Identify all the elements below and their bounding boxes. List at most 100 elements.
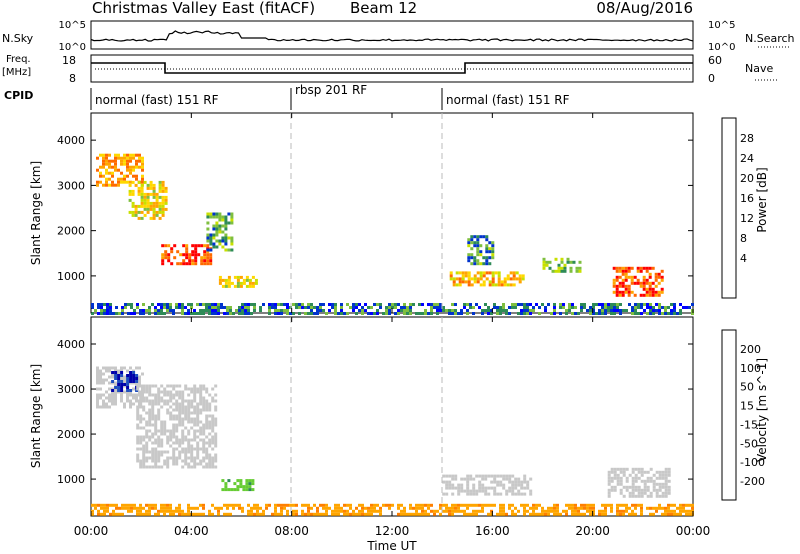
power-cell	[140, 183, 144, 187]
velocity-cell	[349, 506, 352, 510]
power-cell	[651, 287, 655, 291]
velocity-cell	[550, 506, 553, 510]
power-cell	[385, 306, 388, 309]
velocity-cell	[478, 503, 481, 507]
velocity-cell	[517, 483, 521, 487]
velocity-cell	[610, 503, 613, 507]
power-cell	[615, 287, 619, 291]
power-ylabel: Slant Range [km]	[29, 161, 43, 265]
power-cell	[568, 306, 571, 309]
velocity-cell	[148, 509, 151, 513]
power-cell	[212, 245, 216, 249]
power-cell	[491, 283, 495, 287]
power-cell	[247, 312, 250, 315]
velocity-cell	[496, 483, 500, 487]
velocity-cell	[565, 509, 568, 513]
velocity-cell	[157, 396, 161, 400]
velocity-cell	[157, 393, 161, 397]
power-cell	[175, 306, 178, 309]
velocity-cell	[670, 512, 673, 516]
power-cell	[403, 309, 406, 312]
power-cell	[619, 303, 622, 306]
velocity-cell	[631, 482, 635, 486]
power-cell	[542, 257, 546, 261]
power-cell	[679, 309, 682, 312]
velocity-cell	[529, 492, 533, 496]
velocity-cell	[250, 512, 253, 516]
velocity-cell	[160, 405, 164, 409]
velocity-cell	[241, 506, 244, 510]
power-cell	[114, 165, 117, 169]
velocity-cell	[616, 473, 620, 477]
velocity-cell	[214, 417, 218, 421]
power-cell	[218, 224, 222, 228]
power-echo-region-1	[128, 180, 168, 220]
power-cell	[140, 216, 144, 220]
velocity-cell	[157, 402, 161, 406]
power-cell	[167, 244, 171, 248]
velocity-cell	[108, 387, 111, 391]
power-cell	[577, 312, 580, 315]
velocity-cell	[607, 479, 611, 483]
velocity-cell	[196, 453, 200, 457]
power-cell	[108, 177, 111, 181]
velocity-cell	[100, 503, 103, 507]
velocity-cell	[469, 489, 473, 493]
velocity-cell	[502, 483, 506, 487]
power-cell	[657, 272, 661, 276]
velocity-cell	[96, 366, 99, 370]
x-axis-label: Time UT	[366, 539, 417, 553]
power-cell	[563, 269, 567, 273]
velocity-cell	[193, 384, 197, 388]
power-cell	[137, 186, 141, 190]
power-cell	[553, 312, 556, 315]
power-cell	[610, 303, 613, 306]
power-cell	[163, 306, 166, 309]
velocity-cell	[622, 512, 625, 516]
velocity-cell	[178, 438, 182, 442]
velocity-cell	[175, 435, 179, 439]
velocity-cell	[178, 509, 181, 513]
velocity-colorbar-tick-6: -100	[740, 456, 765, 469]
xtick-label-3: 12:00	[375, 524, 410, 538]
power-cell	[616, 303, 619, 306]
velocity-cell	[135, 377, 139, 380]
power-cell	[538, 306, 541, 309]
velocity-cell	[304, 503, 307, 507]
velocity-cell	[129, 402, 132, 406]
velocity-cell	[667, 506, 670, 510]
velocity-cell	[496, 492, 500, 496]
velocity-cell	[115, 512, 118, 516]
power-cell	[105, 168, 108, 172]
velocity-cell	[358, 503, 361, 507]
velocity-cell	[403, 506, 406, 510]
velocity-cell	[196, 420, 200, 424]
velocity-cell	[382, 503, 385, 507]
power-cell	[224, 218, 228, 222]
velocity-cell	[541, 512, 544, 516]
velocity-cell	[664, 482, 668, 486]
velocity-cell	[493, 477, 497, 481]
cpid-segment-2: rbsp 201 RF	[295, 83, 367, 97]
power-cell	[248, 284, 252, 288]
velocity-cell	[175, 459, 179, 463]
velocity-cell	[448, 512, 451, 516]
velocity-cell	[490, 509, 493, 513]
velocity-cell	[111, 375, 114, 379]
velocity-colorbar-tick-3: 15	[740, 400, 754, 413]
power-cell	[454, 303, 457, 306]
velocity-cell	[157, 408, 161, 412]
power-cell	[185, 244, 189, 248]
velocity-cell	[466, 492, 470, 496]
power-cell	[487, 312, 490, 315]
power-cell	[96, 156, 99, 160]
velocity-cell	[616, 482, 620, 486]
velocity-cell	[202, 450, 206, 454]
power-cell	[241, 309, 244, 312]
velocity-cell	[145, 387, 149, 391]
power-cell	[152, 189, 156, 193]
velocity-cell	[111, 389, 115, 392]
power-cell	[506, 274, 510, 278]
power-cell	[158, 216, 162, 220]
velocity-cell	[358, 509, 361, 513]
